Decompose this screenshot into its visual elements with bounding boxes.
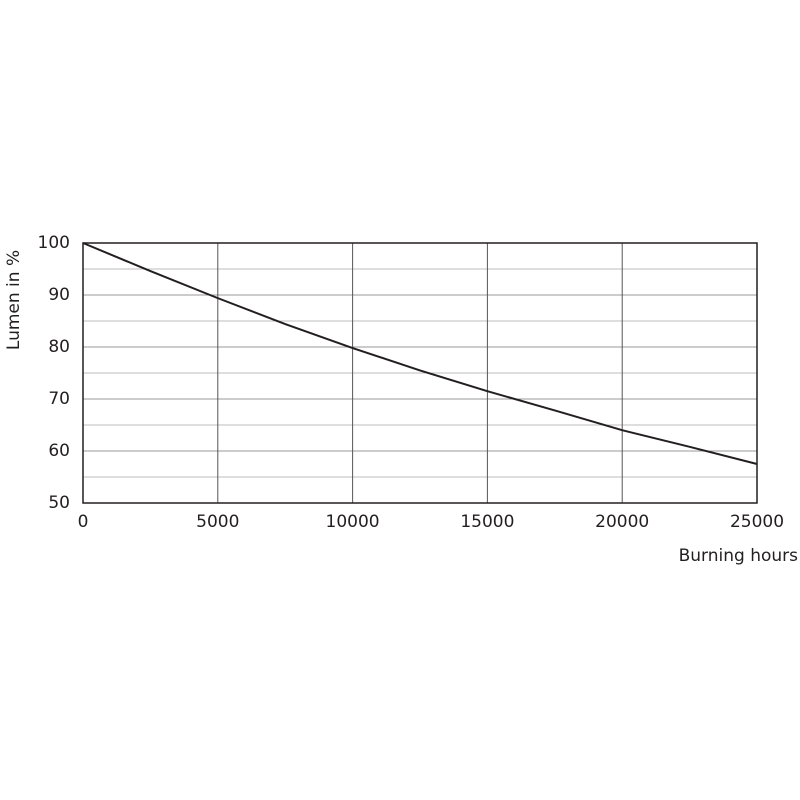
y-tick-label: 60 (48, 441, 70, 461)
y-tick-label: 100 (38, 233, 70, 253)
x-axis-label: Burning hours (679, 546, 799, 566)
data-line (82, 242, 758, 465)
y-tick-label: 50 (48, 493, 70, 513)
x-tick-label: 15000 (460, 512, 514, 532)
x-tick-label: 20000 (595, 512, 649, 532)
plot-frame (82, 242, 758, 504)
x-tick-label: 0 (78, 512, 89, 532)
y-tick-label: 70 (48, 389, 70, 409)
x-tick-label: 25000 (730, 512, 784, 532)
y-tick-label: 80 (48, 337, 70, 357)
y-axis-label: Lumen in % (4, 250, 24, 350)
x-tick-label: 10000 (326, 512, 380, 532)
y-tick-label: 90 (48, 285, 70, 305)
x-tick-label: 5000 (196, 512, 239, 532)
